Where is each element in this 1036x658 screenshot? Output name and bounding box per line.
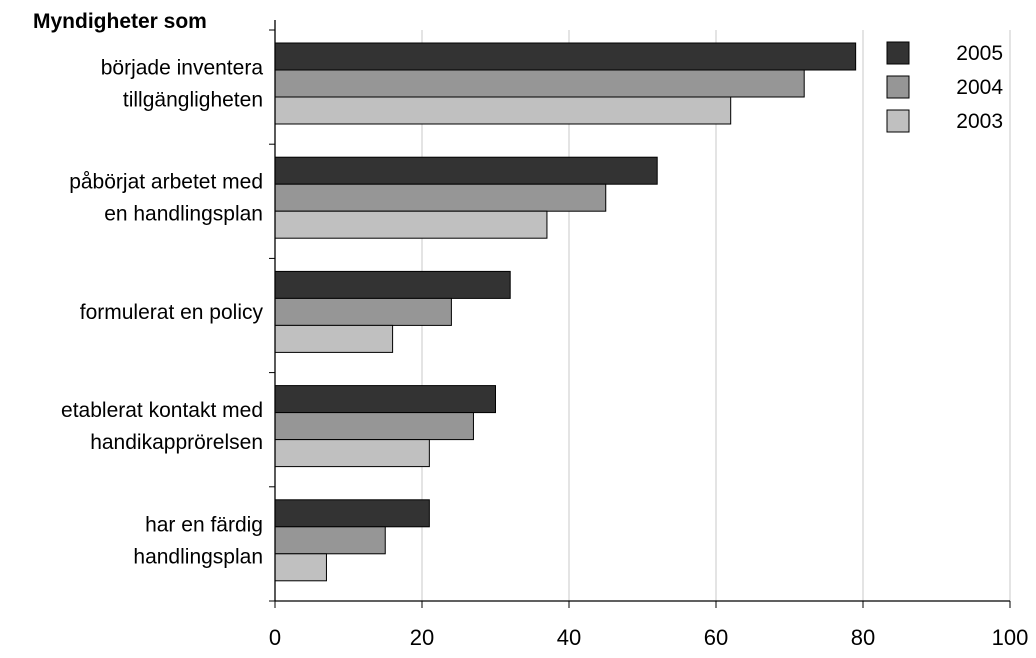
legend-swatch (886, 41, 910, 65)
bar-2003-0 (274, 96, 732, 125)
bar-2004-1 (274, 183, 607, 212)
category-label: formulerat en policy (80, 301, 264, 324)
x-tick-label: 80 (851, 625, 875, 650)
bar-2003-4 (274, 553, 327, 582)
x-tick-label: 100 (992, 625, 1029, 650)
x-tick-label: 20 (410, 625, 434, 650)
bar-2005-3 (274, 385, 496, 414)
category-label: etablerat kontakt med handikapprörelsen (61, 399, 263, 454)
bar-2004-0 (274, 69, 805, 98)
legend-label: 2003 (956, 110, 1003, 133)
x-tick-labels: 0 20 40 60 80 100 (269, 625, 1028, 650)
category-labels: började inventera tillgängligheten påbörja… (61, 57, 263, 569)
x-tick-label: 40 (557, 625, 581, 650)
bar-2005-1 (274, 156, 658, 185)
category-label: började inventera tillgängligheten (101, 57, 264, 112)
category-label: har en färdig handlingsplan (133, 513, 263, 568)
bar-2003-2 (274, 324, 394, 353)
legend-label: 2005 (956, 42, 1003, 65)
bars (274, 42, 857, 582)
bar-2003-1 (274, 210, 548, 239)
bar-2005-0 (274, 42, 857, 71)
bar-2003-3 (274, 439, 430, 468)
legend: 2005 2004 2003 (886, 41, 1003, 133)
x-tick-label: 60 (704, 625, 728, 650)
legend-swatch (886, 75, 910, 99)
bar-2004-4 (274, 526, 386, 555)
bar-2004-2 (274, 297, 452, 326)
legend-swatch (886, 109, 910, 133)
category-label: påbörjat arbetet med en handlingsplan (69, 171, 263, 226)
x-tick-label: 0 (269, 625, 281, 650)
bar-2005-4 (274, 499, 430, 528)
legend-label: 2004 (956, 76, 1003, 99)
axes (269, 20, 1011, 608)
bar-2005-2 (274, 270, 511, 299)
chart-title: Myndigheter som (33, 10, 207, 33)
bar-2004-3 (274, 412, 474, 441)
